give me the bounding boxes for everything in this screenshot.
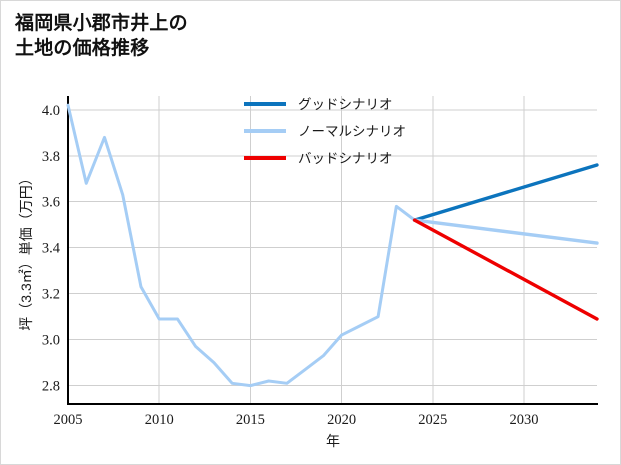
x-tick-label: 2025 (418, 412, 447, 428)
x-tick-label: 2020 (327, 412, 356, 428)
y-tick-label: 3.4 (42, 241, 61, 257)
series-group (66, 103, 599, 388)
y-tick-label: 4.0 (42, 103, 60, 119)
axis-lines-group (66, 96, 598, 406)
series-line-3 (412, 218, 599, 321)
x-axis-title: 年 (326, 433, 340, 449)
y-tick-label: 3.8 (42, 149, 60, 165)
legend-label-2[interactable]: バッドシナリオ (298, 151, 393, 166)
legend-label-0[interactable]: グッドシナリオ (298, 97, 393, 112)
y-tick-label: 3.6 (42, 195, 60, 211)
series-line-1 (412, 163, 599, 222)
legend-label-1[interactable]: ノーマルシナリオ (298, 124, 406, 139)
x-tick-label: 2005 (54, 412, 83, 428)
x-tick-labels-group: 2005 2010 2015 2020 2025 2030 (54, 412, 539, 428)
y-tick-label: 3.2 (42, 287, 60, 303)
gridlines-group (67, 96, 597, 404)
series-line-2 (412, 218, 599, 245)
y-tick-label: 2.8 (42, 379, 60, 395)
x-tick-label: 2010 (145, 412, 174, 428)
series-line-0 (66, 103, 417, 388)
y-axis-title: 坪（3.3㎡）単価（万円） (18, 171, 34, 330)
x-tick-label: 2030 (510, 412, 539, 428)
y-tick-label: 3.0 (42, 333, 60, 349)
y-tick-labels-group: 2.8 3.0 3.2 3.4 3.6 3.8 4.0 (42, 103, 61, 395)
x-tick-label: 2015 (236, 412, 265, 428)
page-title: 福岡県小郡市井上の 土地の価格推移 (15, 13, 188, 60)
